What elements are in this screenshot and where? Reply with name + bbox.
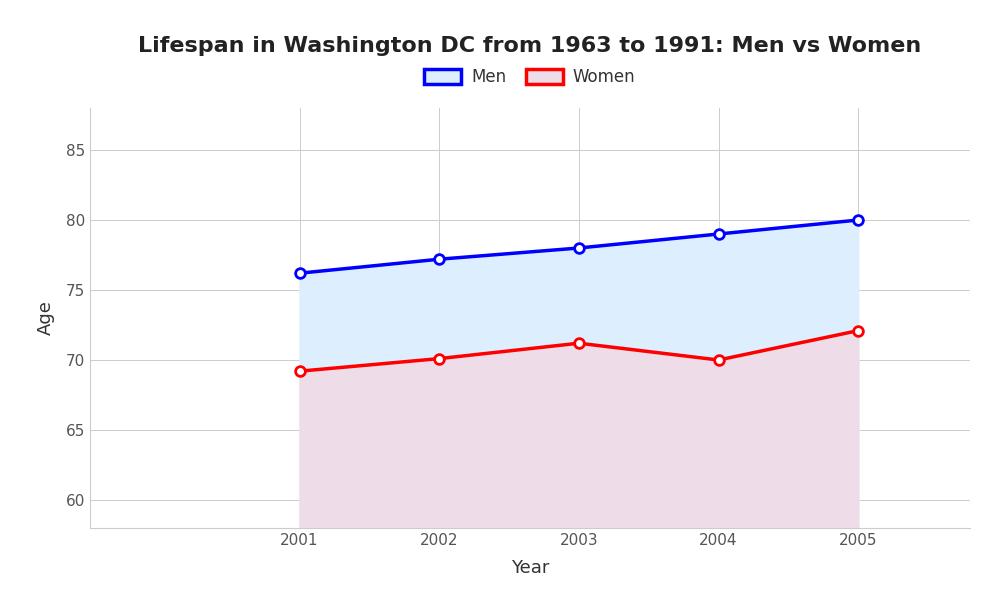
Title: Lifespan in Washington DC from 1963 to 1991: Men vs Women: Lifespan in Washington DC from 1963 to 1… — [138, 37, 922, 56]
X-axis label: Year: Year — [511, 559, 549, 577]
Y-axis label: Age: Age — [37, 301, 55, 335]
Legend: Men, Women: Men, Women — [418, 62, 642, 93]
